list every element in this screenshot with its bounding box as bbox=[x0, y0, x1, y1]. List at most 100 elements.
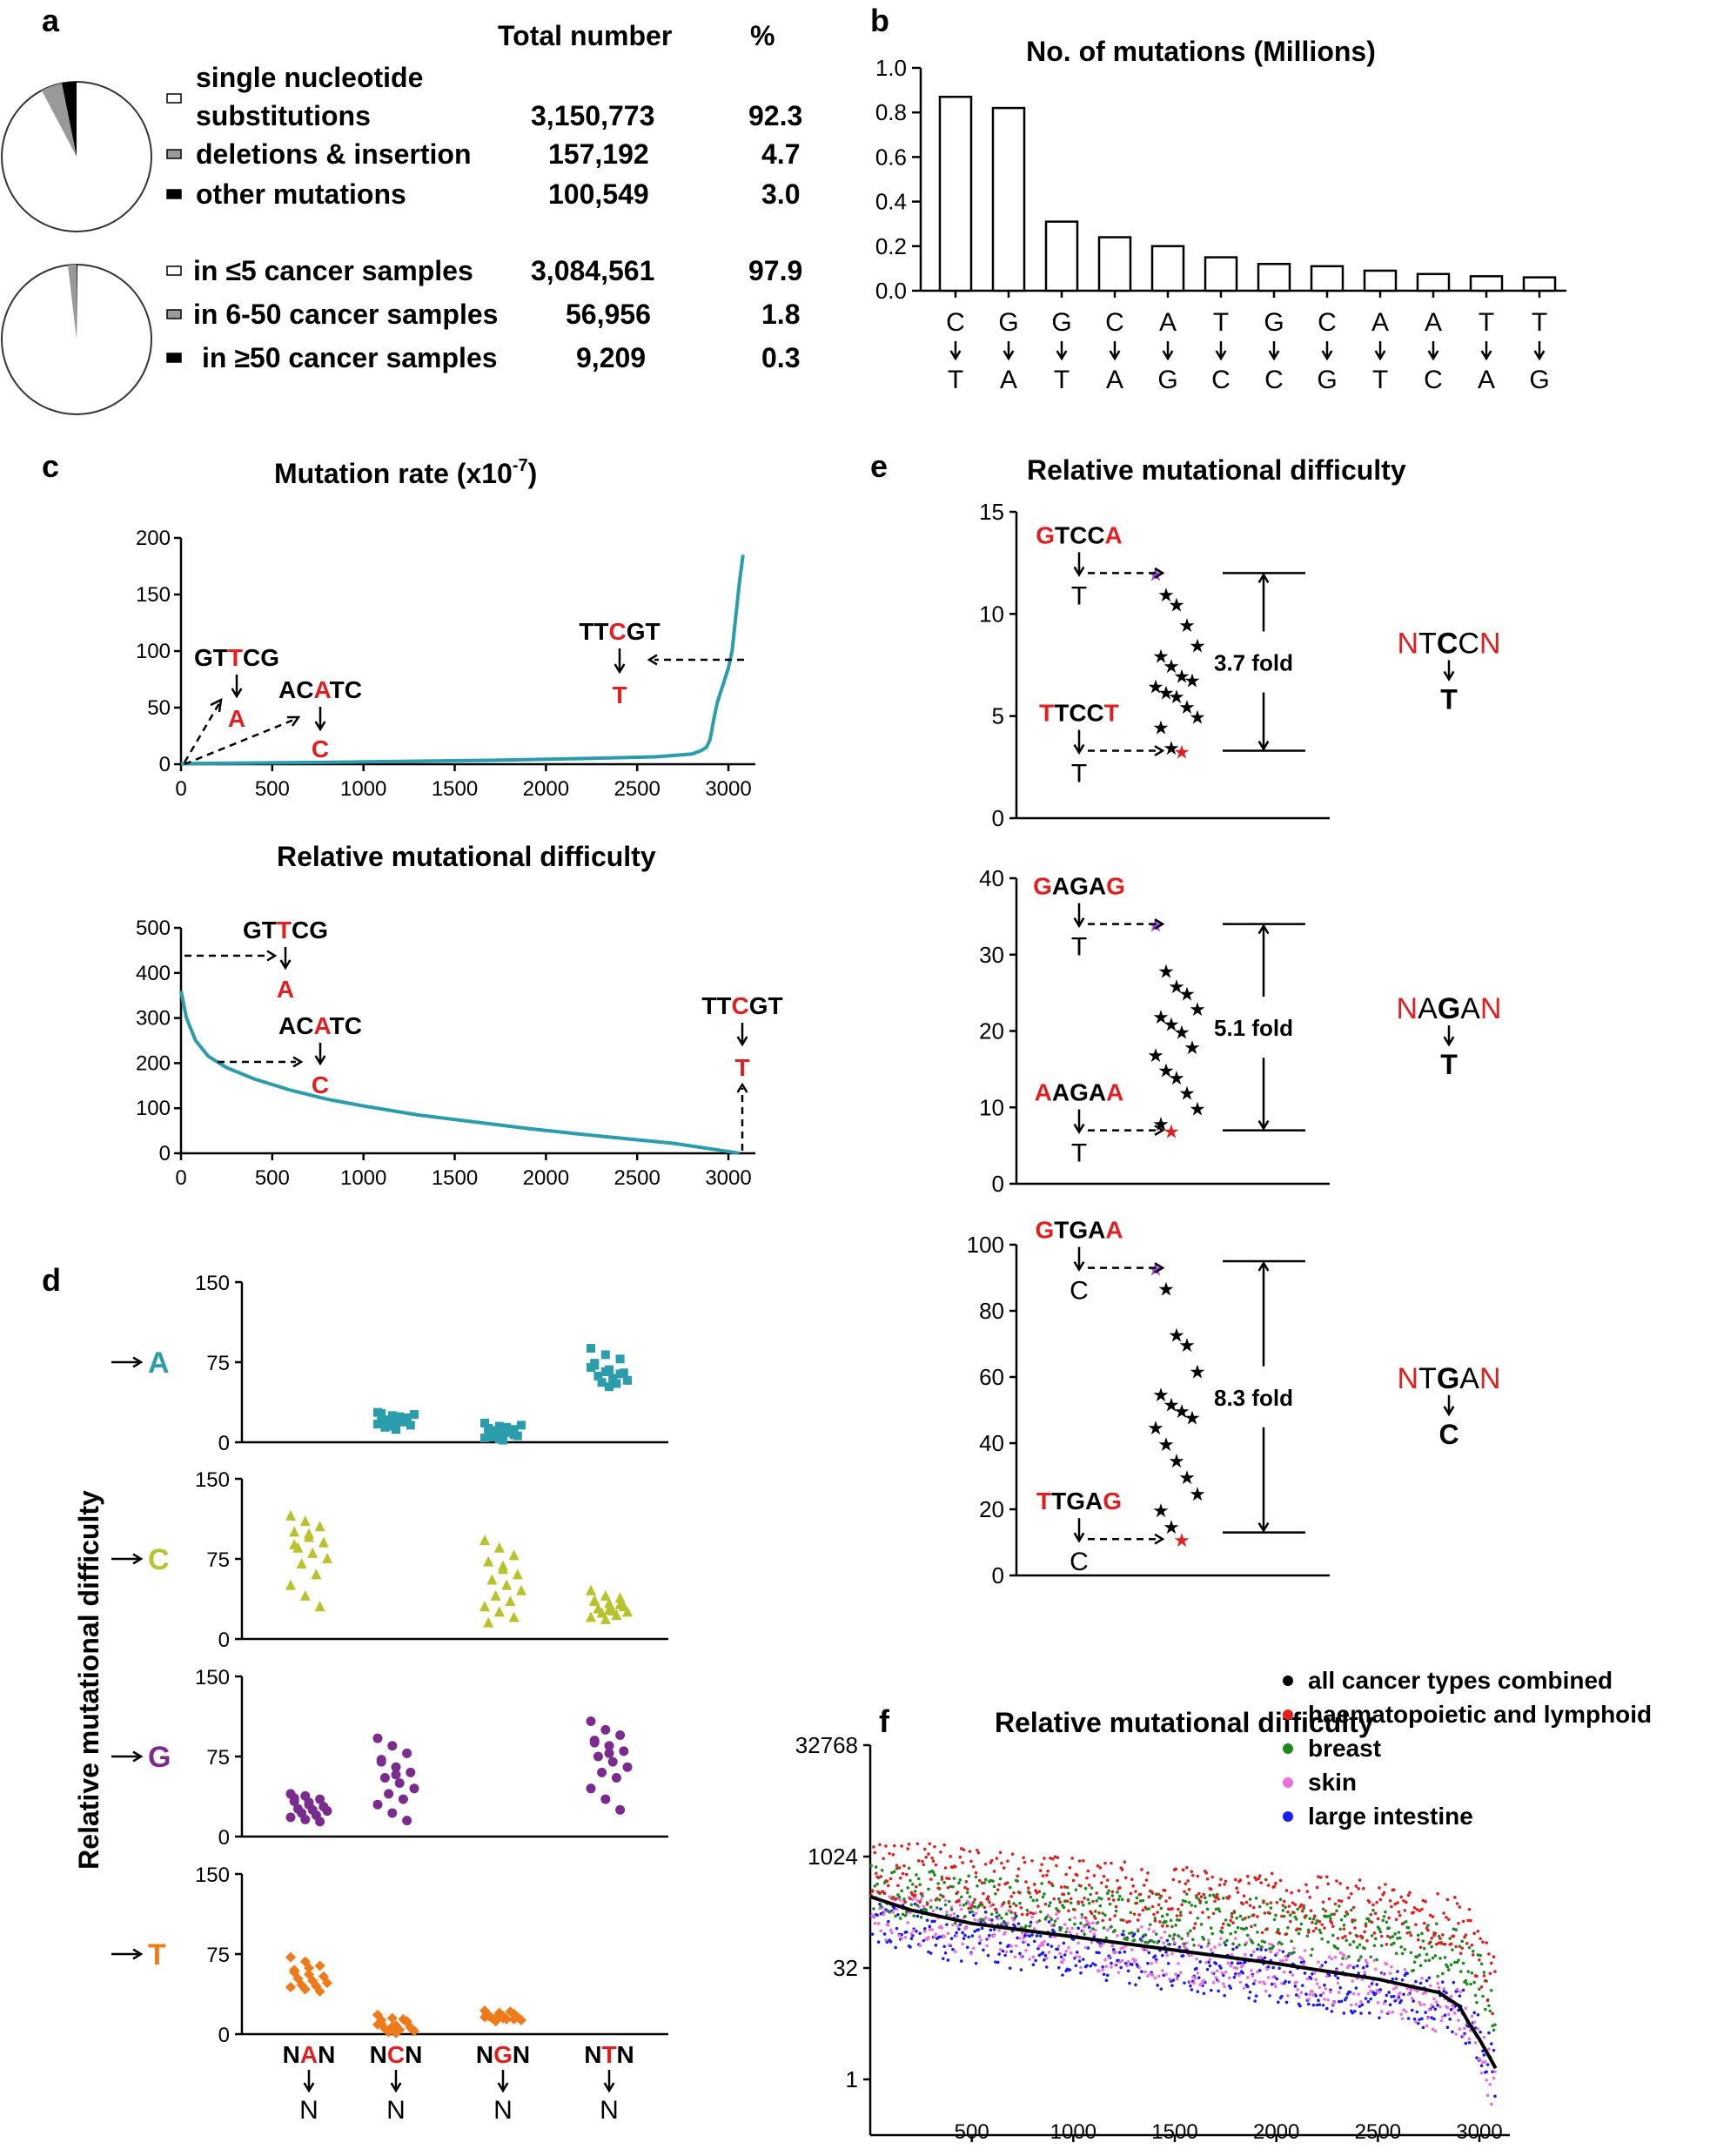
f-point-large-intestine bbox=[1122, 1933, 1125, 1937]
f-point-skin bbox=[873, 1921, 877, 1925]
arrowhead bbox=[1443, 1036, 1455, 1047]
e1-star-point: ★ bbox=[1152, 716, 1170, 738]
d-x-label: NGN bbox=[476, 2041, 530, 2068]
f-point-large-intestine bbox=[1117, 1951, 1122, 1954]
f-point-breast bbox=[1064, 1930, 1068, 1934]
f-point-large-intestine bbox=[937, 1935, 942, 1939]
f-point-haematopoietic-and-lymphoid bbox=[884, 1844, 888, 1848]
f-point-haematopoietic-and-lymphoid bbox=[1168, 1896, 1171, 1900]
f-point-haematopoietic-and-lymphoid bbox=[1384, 1883, 1387, 1886]
e3-top-seq: GTGAA bbox=[1035, 1217, 1123, 1244]
f-point-haematopoietic-and-lymphoid bbox=[1007, 1900, 1011, 1904]
f-point-breast bbox=[1397, 1931, 1401, 1934]
f-point-skin bbox=[979, 1938, 982, 1942]
f-point-skin bbox=[1226, 1961, 1231, 1965]
f-point-breast bbox=[1244, 1926, 1249, 1931]
b-to-label: C bbox=[1424, 366, 1443, 394]
f-point-skin bbox=[1150, 1961, 1153, 1965]
arrowhead bbox=[1073, 1123, 1085, 1135]
f-point-haematopoietic-and-lymphoid bbox=[1232, 1910, 1237, 1913]
f-point-breast bbox=[901, 1912, 905, 1917]
c1-y-tick-label: 150 bbox=[136, 583, 171, 607]
f-point-large-intestine bbox=[1253, 1999, 1257, 2003]
f-point-large-intestine bbox=[1461, 1988, 1465, 1992]
f-point-breast bbox=[1231, 1942, 1235, 1945]
f-point-breast bbox=[1288, 1913, 1292, 1917]
f-point-breast bbox=[1451, 1948, 1454, 1951]
f-point-haematopoietic-and-lymphoid bbox=[1217, 1883, 1222, 1887]
f-point-haematopoietic-and-lymphoid bbox=[1399, 1895, 1403, 1899]
e2-y-tick-label: 40 bbox=[979, 865, 1004, 891]
f-point-haematopoietic-and-lymphoid bbox=[1330, 1921, 1334, 1925]
f-point-skin bbox=[898, 1898, 902, 1902]
f-point-haematopoietic-and-lymphoid bbox=[907, 1843, 911, 1846]
d-point-C bbox=[508, 1611, 520, 1622]
f-point-haematopoietic-and-lymphoid bbox=[1324, 1909, 1328, 1913]
f-point-haematopoietic-and-lymphoid bbox=[929, 1877, 933, 1881]
f-point-skin bbox=[1426, 2016, 1430, 2020]
f-point-breast bbox=[873, 1884, 877, 1888]
f-point-breast bbox=[1409, 1951, 1413, 1955]
f-point-skin bbox=[1120, 1958, 1124, 1963]
f-point-large-intestine bbox=[1146, 1961, 1150, 1965]
f-point-haematopoietic-and-lymphoid bbox=[1000, 1861, 1003, 1865]
f-point-breast bbox=[915, 1873, 918, 1877]
f-point-skin bbox=[915, 1898, 920, 1903]
f-point-breast bbox=[973, 1904, 976, 1909]
f-point-haematopoietic-and-lymphoid bbox=[1210, 1875, 1214, 1879]
f-point-haematopoietic-and-lymphoid bbox=[1291, 1901, 1295, 1905]
f-point-large-intestine bbox=[900, 1932, 903, 1937]
f-point-haematopoietic-and-lymphoid bbox=[1488, 1971, 1492, 1976]
f-point-haematopoietic-and-lymphoid bbox=[1147, 1895, 1151, 1899]
f-point-large-intestine bbox=[1277, 1966, 1281, 1971]
f-point-haematopoietic-and-lymphoid bbox=[1123, 1860, 1127, 1864]
f-point-large-intestine bbox=[1464, 2041, 1468, 2045]
f-point-breast bbox=[1238, 1914, 1243, 1918]
f-point-large-intestine bbox=[1448, 2018, 1452, 2021]
pie-slice-other-mutations bbox=[62, 82, 77, 157]
f-point-skin bbox=[1207, 1938, 1210, 1942]
f-point-breast bbox=[1207, 1941, 1210, 1945]
legend-swatch-deletions bbox=[166, 149, 182, 159]
f-point-skin bbox=[1357, 1992, 1360, 1996]
f-point-skin bbox=[1152, 1930, 1156, 1933]
f-point-haematopoietic-and-lymphoid bbox=[886, 1884, 890, 1888]
f-point-large-intestine bbox=[1418, 2018, 1421, 2022]
d-point-A bbox=[605, 1382, 614, 1392]
f-point-breast bbox=[1287, 1951, 1291, 1956]
f-point-large-intestine bbox=[967, 1935, 970, 1939]
c2-x-tick-label: 2500 bbox=[614, 1166, 660, 1190]
f-point-breast bbox=[967, 1874, 970, 1878]
f-point-large-intestine bbox=[879, 1911, 883, 1916]
f-point-large-intestine bbox=[1420, 2017, 1424, 2021]
f-point-skin bbox=[1485, 2093, 1490, 2098]
c1-annot-acatc: ACATC bbox=[278, 676, 362, 703]
f-point-large-intestine bbox=[1449, 2008, 1453, 2012]
arrowhead bbox=[303, 2082, 315, 2093]
f-point-breast bbox=[1277, 1940, 1281, 1944]
f-point-haematopoietic-and-lymphoid bbox=[1037, 1890, 1042, 1893]
f-point-breast bbox=[1193, 1904, 1197, 1908]
f-point-haematopoietic-and-lymphoid bbox=[1306, 1931, 1311, 1934]
f-point-large-intestine bbox=[1414, 1979, 1418, 1984]
f-point-haematopoietic-and-lymphoid bbox=[1190, 1870, 1194, 1874]
d-point-A bbox=[491, 1426, 500, 1435]
f-point-breast bbox=[1104, 1936, 1109, 1940]
f-point-skin bbox=[1394, 1985, 1398, 1990]
f-point-breast bbox=[1465, 1982, 1469, 1986]
f-point-skin bbox=[1424, 1991, 1427, 1995]
f-legend-label: haematopoietic and lymphoid bbox=[1308, 1701, 1652, 1728]
f-point-breast bbox=[1159, 1906, 1163, 1911]
f-point-skin bbox=[1265, 1967, 1269, 1971]
f-point-breast bbox=[1146, 1940, 1150, 1944]
f-point-large-intestine bbox=[997, 1952, 1001, 1956]
e2-y-tick-label: 0 bbox=[992, 1171, 1004, 1197]
e2-star-point: ★ bbox=[1147, 1044, 1164, 1066]
f-point-haematopoietic-and-lymphoid bbox=[1284, 1889, 1289, 1892]
f-x-tick-label: 1500 bbox=[1151, 2120, 1197, 2144]
f-point-skin bbox=[1190, 1975, 1195, 1979]
f-point-skin bbox=[1117, 1971, 1121, 1975]
f-point-breast bbox=[939, 1893, 942, 1897]
f-point-haematopoietic-and-lymphoid bbox=[1103, 1861, 1107, 1865]
e1-motif-to: T bbox=[1440, 683, 1458, 715]
